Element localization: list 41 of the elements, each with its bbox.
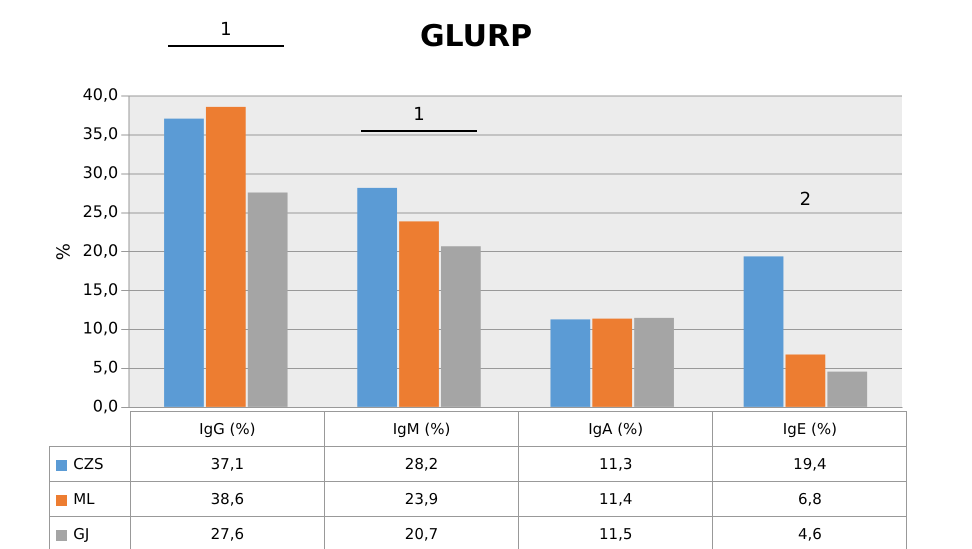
bar [399, 221, 439, 407]
legend-label: CZS [50, 446, 130, 482]
annotation: 1 [413, 104, 425, 125]
x-tick-label: IgG (%) [130, 412, 324, 447]
bar [550, 319, 590, 407]
bar [786, 354, 826, 407]
data-label: 23,9 [324, 482, 519, 517]
y-tick-label: 15,0 [82, 280, 118, 299]
y-tick-label: 5,0 [92, 358, 118, 377]
y-axis-title: % [53, 243, 74, 260]
y-tick-label: 40,0 [82, 85, 118, 104]
y-tick-label: 25,0 [82, 202, 118, 221]
chart-title: GLURP [420, 18, 532, 54]
bar [357, 188, 398, 407]
y-tick-label: 30,0 [82, 163, 118, 182]
y-tick-label: 35,0 [82, 124, 118, 144]
data-label: 28,2 [324, 446, 519, 482]
data-label: 11,3 [518, 446, 713, 482]
y-tick-label: 0,0 [92, 396, 118, 416]
bar [592, 318, 632, 407]
bar [744, 256, 784, 407]
data-label: 11,5 [518, 516, 713, 549]
data-label: 38,6 [130, 482, 324, 517]
data-label: 37,1 [130, 446, 324, 482]
data-label: 20,7 [324, 516, 519, 549]
x-tick-label: IgM (%) [324, 412, 519, 447]
data-label: 4,6 [712, 516, 907, 549]
data-label: 11,4 [518, 482, 713, 517]
y-tick-label: 10,0 [82, 318, 118, 338]
data-label: 6,8 [712, 482, 907, 517]
data-label: 27,6 [130, 516, 324, 549]
legend-label: ML [50, 482, 130, 517]
annotation: 2 [800, 189, 812, 210]
text: 1 [220, 19, 232, 40]
x-tick-label: IgA (%) [518, 412, 713, 447]
bar [164, 118, 204, 407]
y-tick-label: 20,0 [82, 240, 118, 260]
bar [206, 106, 246, 407]
data-label: 19,4 [712, 446, 907, 482]
x-tick-label: IgE (%) [712, 412, 907, 447]
legend-label: GJ [50, 516, 130, 549]
